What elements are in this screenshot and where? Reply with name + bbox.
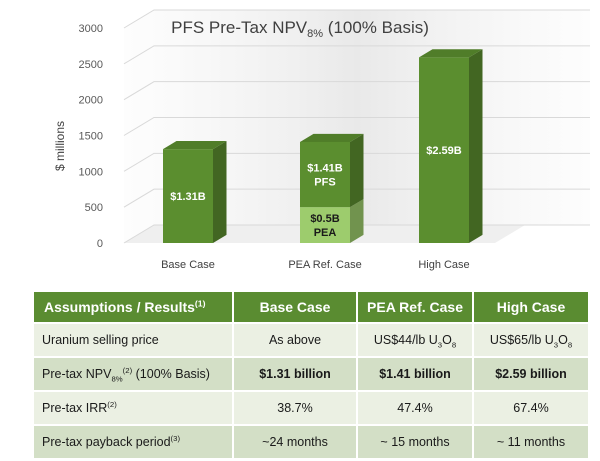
cell-high-case: $2.59 billion xyxy=(472,356,590,392)
y-axis-label: $ millions xyxy=(53,121,67,171)
bar-pea-ref-case-pfs xyxy=(300,133,364,208)
gridline xyxy=(123,45,590,65)
cell-pea-ref-case: US$44/lb U3O8 xyxy=(356,322,474,358)
cell-base-case: $1.31 billion xyxy=(232,356,358,392)
cell-base-case: 38.7% xyxy=(232,390,358,426)
table-header-row: Assumptions / Results(1) Base Case PEA R… xyxy=(32,290,590,324)
header-base-case: Base Case xyxy=(232,290,358,324)
cell-base-case: ~24 months xyxy=(232,424,358,460)
bar-data-label: $1.31B xyxy=(170,191,206,203)
table-row-pretax-npv: Pre-tax NPV8%(2) (100% Basis) $1.31 bill… xyxy=(32,356,590,392)
cell-high-case: US$65/lb U3O8 xyxy=(472,322,590,358)
cell-high-case: ~ 11 months xyxy=(472,424,590,460)
y-tick-label: 2000 xyxy=(79,95,103,107)
header-assumptions: Assumptions / Results(1) xyxy=(32,290,234,324)
npv-bar-chart: 0 500 1000 1500 2000 2500 3000 $1.31B $1.41B PFS… xyxy=(53,9,590,271)
y-tick-label: 500 xyxy=(85,202,103,214)
row-label: Pre-tax NPV8%(2) (100% Basis) xyxy=(32,356,234,392)
bar-data-label: PEA xyxy=(314,227,337,239)
table-row-uranium-price: Uranium selling price As above US$44/lb … xyxy=(32,322,590,358)
y-tick-label: 0 xyxy=(97,238,103,250)
y-tick-label: 3000 xyxy=(79,23,103,35)
bar-data-label: PFS xyxy=(314,177,335,189)
row-label: Uranium selling price xyxy=(32,322,234,358)
header-pea-ref-case: PEA Ref. Case xyxy=(356,290,474,324)
table-row-payback: Pre-tax payback period(3) ~24 months ~ 1… xyxy=(32,424,590,460)
bar-data-label: $1.41B xyxy=(307,163,343,175)
cell-pea-ref-case: $1.41 billion xyxy=(356,356,474,392)
y-tick-label: 1000 xyxy=(79,166,103,178)
bar-base-case-pfs xyxy=(163,141,227,243)
row-label: Pre-tax payback period(3) xyxy=(32,424,234,460)
y-tick-label: 1500 xyxy=(79,131,103,143)
x-category-label: High Case xyxy=(418,259,469,271)
table-row-pretax-irr: Pre-tax IRR(2) 38.7% 47.4% 67.4% xyxy=(32,390,590,426)
y-tick-label: 2500 xyxy=(79,59,103,71)
results-table: Assumptions / Results(1) Base Case PEA R… xyxy=(32,290,590,460)
cell-high-case: 67.4% xyxy=(472,390,590,426)
cell-base-case: As above xyxy=(232,322,358,358)
header-high-case: High Case xyxy=(472,290,590,324)
bar-data-label: $2.59B xyxy=(426,145,462,157)
bar-data-label: $0.5B xyxy=(310,213,339,225)
bar-high-case-pfs xyxy=(419,49,483,244)
cell-pea-ref-case: 47.4% xyxy=(356,390,474,426)
x-category-label: PEA Ref. Case xyxy=(288,259,361,271)
gridline xyxy=(123,9,590,29)
row-label: Pre-tax IRR(2) xyxy=(32,390,234,426)
chart-title: PFS Pre-Tax NPV8% (100% Basis) xyxy=(171,18,429,40)
chart-svg: 0 500 1000 1500 2000 2500 3000 $1.31B $1.41B PFS… xyxy=(53,9,590,271)
bar-pea-ref-case-pea xyxy=(300,199,364,243)
x-category-label: Base Case xyxy=(161,259,215,271)
cell-pea-ref-case: ~ 15 months xyxy=(356,424,474,460)
